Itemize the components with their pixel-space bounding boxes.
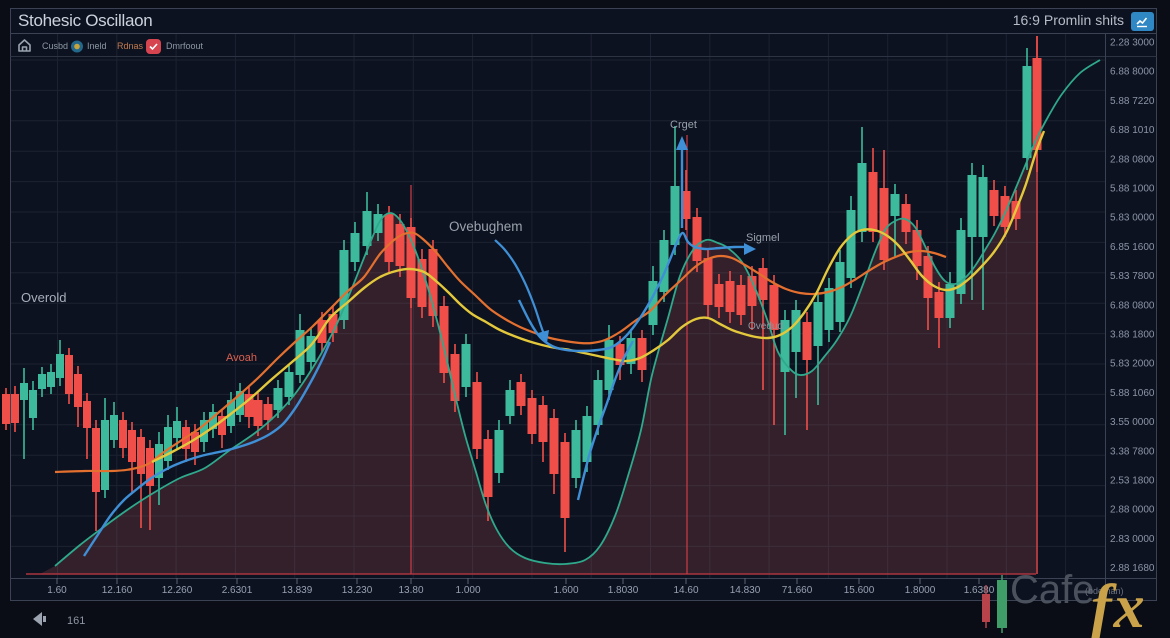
svg-text:5.83 0000: 5.83 0000 [1110,213,1155,224]
svg-text:1.60: 1.60 [47,585,67,596]
svg-text:Avoah: Avoah [226,352,257,364]
svg-text:5.88 1060: 5.88 1060 [1110,388,1155,399]
svg-text:6.88 0800: 6.88 0800 [1110,300,1155,311]
svg-text:5.88 7220: 5.88 7220 [1110,96,1155,107]
svg-text:5.83 7800: 5.83 7800 [1110,271,1155,282]
svg-text:13.80: 13.80 [398,585,423,596]
svg-text:6.88 1010: 6.88 1010 [1110,125,1155,136]
svg-text:14.830: 14.830 [730,585,761,596]
svg-text:6.85 1600: 6.85 1600 [1110,242,1155,253]
svg-text:15.600: 15.600 [844,585,875,596]
svg-text:Rdnas: Rdnas [117,41,144,51]
svg-text:3.88 1800: 3.88 1800 [1110,330,1155,341]
svg-text:Ovedud: Ovedud [748,321,783,332]
svg-text:(bdeman): (bdeman) [1085,586,1124,596]
svg-text:2.88 0800: 2.88 0800 [1110,154,1155,165]
svg-text:Crget: Crget [670,119,697,131]
svg-text:2.28 3000: 2.28 3000 [1110,38,1155,49]
svg-text:1.600: 1.600 [553,585,578,596]
svg-text:Overold: Overold [21,290,67,305]
svg-text:6.88 8000: 6.88 8000 [1110,67,1155,78]
svg-text:14.60: 14.60 [673,585,698,596]
svg-text:13.230: 13.230 [342,585,373,596]
svg-text:161: 161 [67,615,85,627]
svg-text:Ovebughem: Ovebughem [449,219,523,234]
svg-text:1.8030: 1.8030 [608,585,639,596]
svg-text:5.88 1000: 5.88 1000 [1110,184,1155,195]
svg-text:71.660: 71.660 [782,585,813,596]
svg-text:12.160: 12.160 [102,585,133,596]
svg-text:Sigmel: Sigmel [746,232,780,244]
svg-text:1.000: 1.000 [455,585,480,596]
svg-text:2.6301: 2.6301 [222,585,253,596]
svg-text:1.6380: 1.6380 [964,585,995,596]
svg-text:fx: fx [1091,573,1147,638]
svg-text:2.83 0000: 2.83 0000 [1110,534,1155,545]
svg-text:Stohesic Oscillaon: Stohesic Oscillaon [18,11,152,30]
svg-text:3.55 0000: 3.55 0000 [1110,417,1155,428]
svg-text:Dmrfoout: Dmrfoout [166,41,204,51]
svg-text:5.83 2000: 5.83 2000 [1110,359,1155,370]
svg-text:2.53 1800: 2.53 1800 [1110,476,1155,487]
svg-text:3.38 7800: 3.38 7800 [1110,446,1155,457]
svg-text:13.839: 13.839 [282,585,313,596]
svg-text:2.88 1680: 2.88 1680 [1110,563,1155,574]
svg-text:16:9 Promlin shits: 16:9 Promlin shits [1013,12,1124,28]
svg-text:2.88 0000: 2.88 0000 [1110,505,1155,516]
svg-text:1.8000: 1.8000 [905,585,936,596]
svg-text:Cafe: Cafe [1010,568,1095,612]
svg-text:Cusbd: Cusbd [42,41,68,51]
svg-text:Ineld: Ineld [87,41,107,51]
svg-text:12.260: 12.260 [162,585,193,596]
